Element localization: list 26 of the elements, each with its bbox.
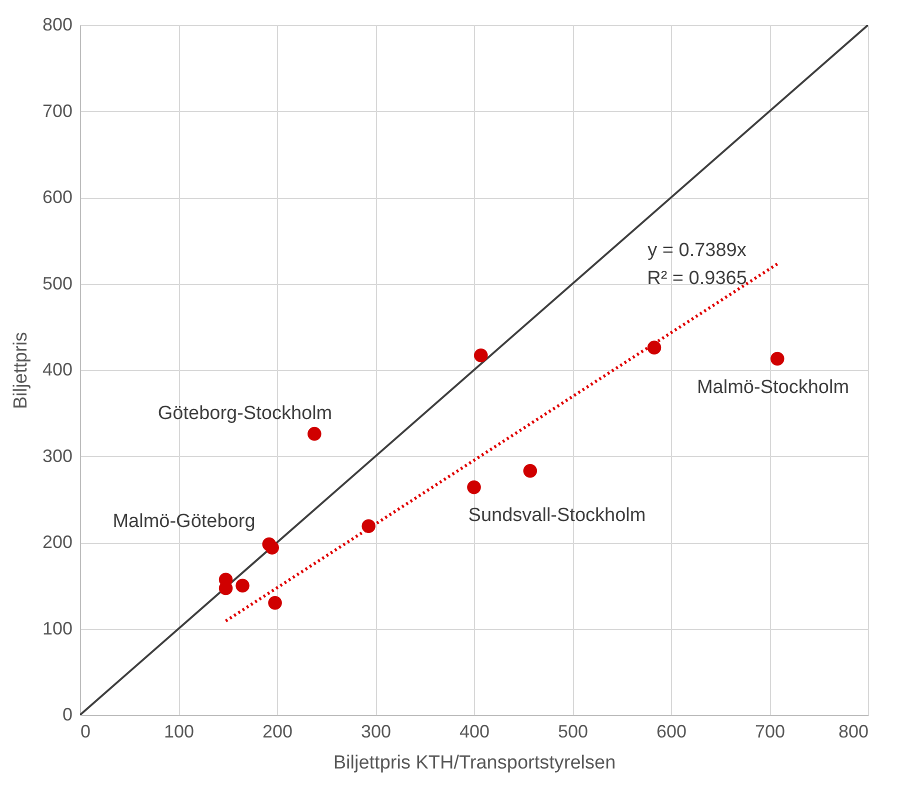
annotation: R² = 0.9365 (647, 268, 747, 289)
x-axis-title: Biljettpris KTH/Transportstyrelsen (333, 752, 616, 774)
x-tick-label: 100 (164, 722, 194, 742)
y-tick-label: 200 (42, 532, 72, 552)
y-tick-label: 500 (42, 273, 72, 294)
x-tick-label: 300 (360, 722, 392, 742)
annotation: Malmö-Stockholm (696, 377, 850, 398)
annotation: Göteborg-Stockholm (158, 403, 332, 424)
x-tick-label: 0 (80, 722, 91, 742)
x-tick-label: 500 (558, 722, 588, 742)
x-tick-label: 800 (838, 722, 868, 742)
x-tick-label: 400 (459, 722, 490, 742)
y-axis-title: Biljettpris (10, 332, 32, 410)
y-tick-label: 0 (62, 704, 72, 724)
y-tick-label: 800 (42, 14, 72, 34)
y-tick-label: 400 (42, 360, 72, 380)
x-tick-label: 600 (656, 722, 687, 742)
x-tick-label: 200 (262, 722, 293, 742)
x-tick-label: 700 (754, 722, 786, 742)
y-tick-label: 100 (42, 618, 72, 638)
annotation: Sundsvall-Stockholm (468, 505, 646, 526)
y-tick-label: 300 (42, 446, 72, 466)
annotation: y = 0.7389x (648, 240, 747, 261)
y-tick-label: 600 (42, 187, 72, 207)
annotation: Malmö-Göteborg (112, 511, 256, 532)
y-tick-label: 700 (42, 100, 72, 121)
